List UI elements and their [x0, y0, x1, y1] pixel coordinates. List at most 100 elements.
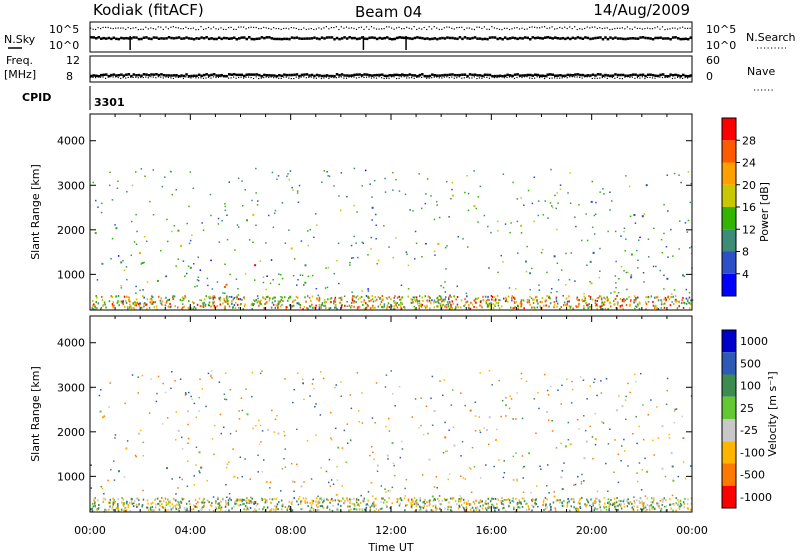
- nsearch-point: [433, 26, 435, 28]
- nave-tick-bottom: 0: [706, 70, 713, 83]
- nave-point: [265, 76, 267, 78]
- freq-point: [165, 74, 168, 77]
- freq-label: Freq.: [6, 54, 33, 67]
- nsky-point: [190, 37, 193, 40]
- radar-cell: [229, 432, 232, 435]
- radar-cell: [137, 504, 140, 507]
- radar-cell: [428, 299, 431, 302]
- radar-cell: [289, 295, 291, 298]
- nsearch-point: [293, 27, 295, 29]
- radar-cell: [512, 307, 514, 310]
- radar-cell: [537, 391, 539, 394]
- radar-cell: [492, 505, 495, 508]
- radar-cell: [505, 397, 507, 399]
- colorbar-segment: [722, 140, 736, 163]
- radar-cell: [141, 505, 143, 508]
- colorbar-tick-label: 1000: [740, 335, 768, 348]
- nsearch-point: [115, 27, 117, 29]
- nsearch-point: [431, 28, 433, 30]
- radar-cell: [318, 299, 320, 302]
- radar-cell: [502, 173, 505, 175]
- radar-cell: [155, 503, 157, 506]
- radar-cell: [430, 195, 432, 197]
- radar-cell: [251, 497, 253, 500]
- radar-cell: [319, 497, 321, 500]
- nsky-point: [391, 37, 394, 41]
- radar-cell: [285, 307, 287, 310]
- radar-cell: [199, 305, 202, 308]
- radar-cell: [630, 276, 633, 279]
- radar-cell: [490, 294, 493, 297]
- radar-cell: [184, 275, 186, 277]
- radar-cell: [274, 306, 276, 309]
- radar-cell: [109, 501, 111, 504]
- radar-cell: [283, 458, 285, 460]
- radar-cell: [135, 171, 137, 173]
- nsearch-point: [486, 28, 488, 30]
- radar-cell: [474, 430, 477, 432]
- radar-cell: [570, 402, 573, 404]
- nave-point: [147, 77, 149, 79]
- radar-cell: [687, 498, 689, 501]
- freq-point: [228, 73, 231, 76]
- radar-cell: [646, 509, 648, 511]
- radar-cell: [661, 503, 664, 506]
- radar-cell: [660, 307, 662, 309]
- radar-cell: [101, 487, 104, 490]
- nave-point: [398, 77, 400, 79]
- radar-cell: [603, 303, 605, 306]
- radar-cell: [211, 370, 213, 372]
- radar-cell: [515, 452, 517, 454]
- nsearch-point: [310, 27, 312, 30]
- radar-cell: [226, 214, 228, 216]
- radar-cell: [574, 280, 576, 282]
- radar-cell: [617, 292, 620, 294]
- radar-cell: [359, 296, 361, 299]
- radar-cell: [91, 509, 94, 512]
- radar-cell: [93, 497, 96, 500]
- freq-point: [288, 73, 291, 77]
- radar-cell: [235, 430, 237, 432]
- radar-cell: [414, 501, 416, 504]
- radar-cell: [385, 297, 388, 299]
- freq-point: [631, 73, 635, 76]
- nsearch-tick-bottom: 10^0: [706, 39, 736, 52]
- radar-cell: [585, 302, 588, 304]
- radar-cell: [410, 501, 412, 504]
- radar-cell: [443, 497, 446, 500]
- radar-cell: [446, 180, 448, 183]
- nsky-strip-marks: [90, 26, 692, 50]
- radar-cell: [109, 382, 111, 384]
- radar-cell: [336, 260, 338, 262]
- radar-cell: [597, 296, 600, 299]
- radar-cell: [549, 302, 552, 305]
- radar-cell: [407, 499, 410, 502]
- nave-point: [687, 77, 689, 79]
- nsearch-point: [428, 26, 430, 28]
- radar-cell: [614, 505, 616, 508]
- radar-cell: [230, 295, 233, 298]
- radar-cell: [157, 295, 160, 298]
- radar-cell: [170, 387, 172, 390]
- radar-cell: [621, 300, 624, 303]
- radar-cell: [100, 211, 103, 214]
- radar-cell: [299, 304, 302, 306]
- freq-point: [115, 74, 118, 77]
- radar-cell: [617, 453, 620, 455]
- freq-point: [220, 73, 223, 77]
- radar-cell: [365, 506, 368, 509]
- radar-cell: [318, 307, 321, 310]
- radar-cell: [277, 300, 279, 303]
- radar-cell: [301, 274, 304, 277]
- radar-cell: [238, 418, 241, 420]
- radar-cell: [680, 504, 683, 507]
- radar-cell: [206, 277, 209, 280]
- radar-cell: [588, 303, 590, 306]
- radar-cell: [421, 506, 423, 509]
- nsky-point: [599, 36, 602, 39]
- radar-cell: [369, 509, 371, 512]
- radar-cell: [95, 307, 97, 310]
- radar-cell: [323, 170, 326, 172]
- radar-cell: [352, 300, 354, 303]
- radar-cell: [488, 505, 490, 508]
